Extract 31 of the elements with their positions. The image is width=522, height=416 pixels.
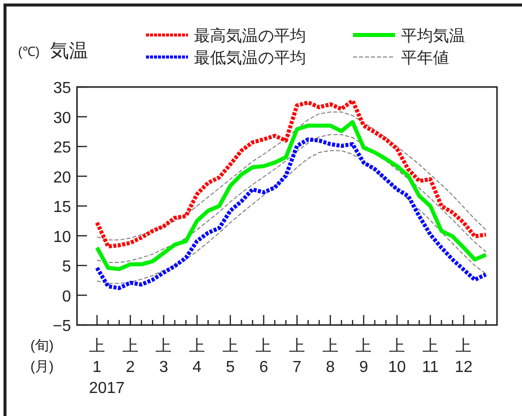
chart-title: 気温 [50, 41, 88, 62]
y-tick-label: 15 [53, 199, 72, 216]
x-tick-label: 上 9 [356, 337, 372, 376]
legend-label: 最高気温の平均 [194, 27, 306, 45]
y-tick-label: 0 [62, 288, 72, 306]
x-tick-label: 上 2 [122, 337, 138, 376]
x-tick-label: 上 4 [189, 337, 205, 376]
x-tick-label: 上 1 [89, 337, 105, 376]
y-tick-label: 10 [53, 228, 72, 246]
y-tick-label: 20 [53, 169, 72, 186]
x-tick-label: 上 8 [322, 337, 338, 376]
y-tick-label: 25 [53, 140, 72, 156]
x-tick-label: 上 7 [289, 337, 305, 376]
x-tick-label: 上 12 [454, 337, 473, 376]
y-axis-title: (℃) [18, 44, 40, 59]
legend-label: 平均気温 [401, 28, 465, 45]
x-tick-label: 上 5 [222, 337, 238, 376]
x-tick-label: 上 10 [388, 337, 406, 376]
y-tick-label: 5 [62, 258, 72, 276]
y-tick-label: −5 [52, 318, 72, 335]
y-tick-label: 30 [53, 110, 72, 127]
legend-label: 平年値 [401, 50, 449, 67]
x-axis-title: (旬) (月) [30, 337, 54, 374]
legend-label: 最低気温の平均 [194, 50, 306, 67]
x-tick-label: 上 11 [422, 337, 439, 376]
line-series [96, 134, 486, 264]
x-tick-label: 上 6 [256, 337, 272, 376]
y-tick-label: 35 [53, 80, 72, 97]
x-tick-label: 上 3 [156, 337, 172, 376]
line-series [95, 120, 488, 272]
text: 2017 [89, 380, 125, 397]
